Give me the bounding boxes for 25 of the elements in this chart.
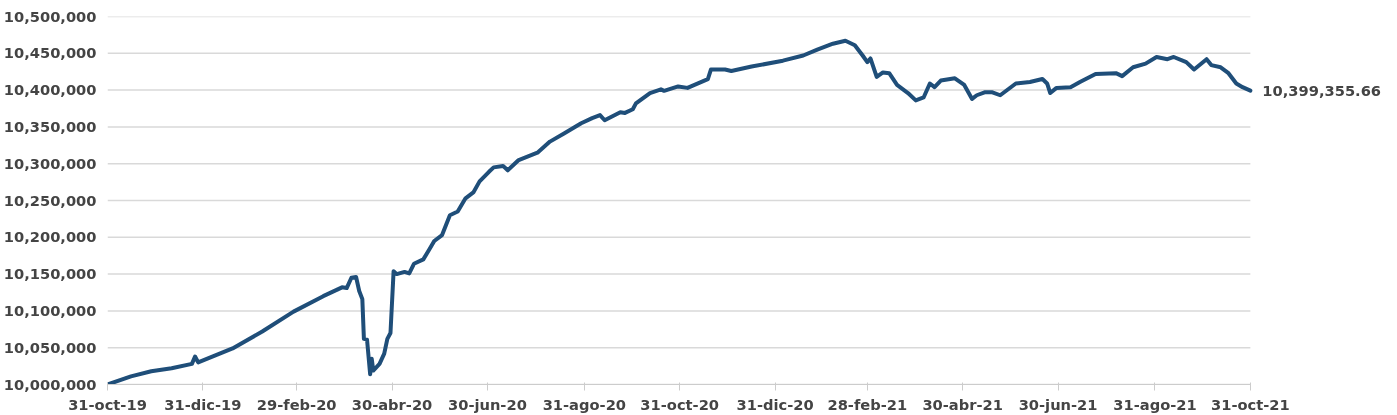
y-tick-label: 10,150,000 xyxy=(3,265,97,283)
x-tick-label: 31-ago-21 xyxy=(1113,395,1197,413)
x-tick-label: 31-oct-21 xyxy=(1211,395,1290,413)
x-tick-label: 31-oct-20 xyxy=(640,395,720,413)
x-tick-label: 31-oct-19 xyxy=(68,395,147,413)
x-tick-label: 30-jun-20 xyxy=(447,395,527,413)
x-tick-label: 31-ago-20 xyxy=(542,395,627,413)
x-tick-label: 28-feb-21 xyxy=(827,395,908,413)
y-tick-label: 10,000,000 xyxy=(3,375,97,393)
x-tick-label: 30-abr-21 xyxy=(922,395,1003,413)
y-tick-label: 10,350,000 xyxy=(3,117,97,135)
y-tick-label: 10,450,000 xyxy=(3,44,97,62)
annotation: 10,399,355.66 xyxy=(1262,81,1382,99)
y-tick-label: 10,300,000 xyxy=(3,154,97,172)
y-tick-label: 10,200,000 xyxy=(3,228,97,246)
x-tick-label: 30-abr-20 xyxy=(351,395,433,413)
x-tick-label: 31-dic-20 xyxy=(736,395,814,413)
y-tick-label: 10,050,000 xyxy=(3,338,97,356)
x-tick-label: 30-jun-21 xyxy=(1018,395,1098,413)
y-tick-label: 10,500,000 xyxy=(3,7,97,25)
y-tick-label: 10,250,000 xyxy=(3,191,97,209)
y-tick-label: 10,100,000 xyxy=(3,301,97,319)
x-tick-label: 31-dic-19 xyxy=(164,395,242,413)
x-tick-label: 29-feb-20 xyxy=(256,395,337,413)
y-tick-label: 10,400,000 xyxy=(3,81,97,99)
